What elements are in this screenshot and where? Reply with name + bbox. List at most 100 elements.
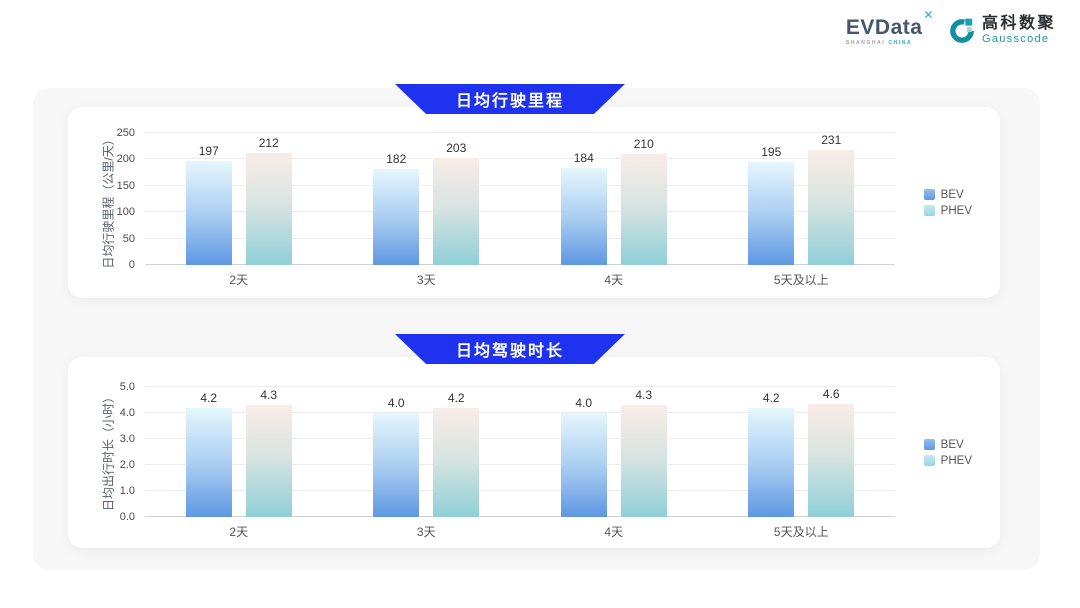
bar-value-label: 4.3: [635, 388, 653, 403]
gausscode-cn-name: 高科数聚: [981, 15, 1056, 33]
y-axis-label: 日均出行时长（小时）: [101, 390, 116, 512]
bar-bev: [185, 407, 232, 517]
evdata-x-icon: ✕: [923, 8, 934, 22]
bar-groups: 4.2 4.3 4.0 4.2 4.0 4.3 4.2 4.6: [145, 387, 895, 517]
chart-card-duration: 日均出行时长（小时） 0.0 1.0 2.0 3.0 4.0 5.0 4.2 4.3 4.0 4.…: [68, 357, 1000, 548]
bar-wrap: 4.3: [245, 387, 292, 517]
x-category-label: 3天: [416, 525, 436, 539]
bar-value-label: 195: [761, 145, 782, 160]
bar-wrap: 231: [808, 133, 855, 265]
evdata-logo: EVData✕ SHANGHAI CHINA: [845, 9, 934, 46]
chart-card-mileage: 日均行驶里程（公里/天） 0 50 100 150 200 250 197 212 182 203…: [68, 107, 1000, 298]
bar-phev: [808, 404, 855, 517]
bar-value-label: 203: [446, 140, 467, 155]
x-category-label: 2天: [229, 273, 249, 287]
x-category-label: 5天及以上: [773, 525, 829, 539]
bar-wrap: 4.2: [185, 387, 232, 517]
bar-phev: [245, 405, 292, 517]
chart-title-mileage: 日均行驶里程: [455, 93, 564, 110]
gridline: [145, 264, 895, 265]
gridline: [145, 132, 895, 133]
x-category-label: 4天: [604, 525, 624, 539]
gausscode-logo: 高科数聚 Gausscode: [948, 16, 1056, 45]
bar-phev: [620, 405, 667, 517]
bar-value-label: 197: [198, 143, 219, 158]
y-tick-label: 250: [116, 127, 135, 139]
bar-bev: [373, 413, 420, 517]
bar-group: 4.0 4.3: [520, 387, 708, 517]
bar-group: 4.2 4.6: [708, 387, 896, 517]
bar-group: 4.0 4.2: [333, 387, 521, 517]
legend-swatch-phev: [923, 205, 935, 216]
gausscode-g-icon: [950, 18, 974, 43]
bar-value-label: 212: [258, 136, 279, 151]
y-tick-label: 0: [128, 259, 135, 271]
y-tick-label: 200: [116, 153, 135, 166]
bar-bev: [185, 160, 232, 265]
bar-value-label: 231: [821, 133, 842, 147]
gridline: [145, 490, 895, 491]
bar-wrap: 4.0: [560, 387, 607, 517]
legend-item-phev: PHEV: [923, 205, 972, 217]
report-panel: 日均行驶里程 日均行驶里程（公里/天） 0 50 100 150 200 250 197 21…: [33, 84, 1040, 570]
gridline: [145, 412, 895, 413]
bar-wrap: 4.0: [373, 387, 420, 517]
x-category-label: 3天: [416, 273, 436, 287]
y-tick-label: 150: [116, 179, 135, 192]
bar-phev: [620, 154, 667, 265]
legend: BEV PHEV: [923, 438, 972, 467]
x-axis-labels: 2天 3天 4天 5天及以上: [145, 271, 895, 288]
bar-phev: [433, 407, 480, 517]
bar-wrap: 184: [560, 133, 607, 265]
gausscode-en-name: Gausscode: [981, 33, 1050, 46]
bar-wrap: 197: [185, 133, 232, 265]
bar-wrap: 182: [373, 133, 420, 265]
chart-title-banner-duration: 日均驾驶时长: [395, 334, 625, 364]
legend-swatch-bev: [923, 189, 935, 200]
evdata-subtext-shanghai: SHANGHAI: [845, 40, 886, 46]
y-tick-label: 100: [116, 206, 135, 219]
x-category-label: 4天: [604, 273, 624, 287]
legend-item-bev: BEV: [923, 438, 972, 451]
gridline: [145, 237, 895, 239]
evdata-subtext-china: CHINA: [888, 40, 913, 46]
bar-value-label: 210: [633, 137, 654, 152]
gausscode-text: 高科数聚 Gausscode: [982, 16, 1056, 45]
bar-group: 195 231: [708, 133, 896, 265]
bar-bev: [560, 413, 607, 517]
gridline: [145, 386, 895, 387]
header-logos: EVData✕ SHANGHAI CHINA 高科数聚 Gausscode: [845, 9, 1056, 46]
bar-phev: [433, 157, 480, 265]
y-tick-label: 2.0: [119, 459, 135, 471]
bar-value-label: 182: [386, 151, 407, 166]
chart-title-banner-mileage: 日均行驶里程: [395, 84, 625, 114]
bar-value-label: 4.2: [447, 390, 465, 405]
gridline: [145, 516, 895, 517]
evdata-text: EVData: [845, 16, 923, 39]
y-tick-label: 1.0: [119, 485, 135, 497]
legend-swatch-phev: [923, 455, 935, 466]
gridline: [145, 464, 895, 465]
y-axis-label: 日均行驶里程（公里/天）: [101, 133, 116, 269]
bar-wrap: 210: [620, 133, 667, 265]
y-tick-label: 0.0: [119, 511, 135, 523]
bar-wrap: 4.2: [748, 387, 795, 517]
bar-wrap: 4.6: [808, 387, 855, 517]
bar-wrap: 4.2: [433, 387, 480, 517]
bar-phev: [245, 153, 292, 265]
legend-item-phev: PHEV: [923, 454, 972, 467]
bar-bev: [748, 407, 795, 517]
evdata-wordmark: EVData✕: [845, 9, 934, 39]
bar-group: 184 210: [520, 133, 708, 265]
bar-value-label: 4.2: [200, 390, 218, 405]
bar-value-label: 4.0: [387, 396, 405, 410]
bar-group: 4.2 4.3: [145, 387, 333, 517]
bar-value-label: 4.6: [822, 387, 840, 401]
bar-wrap: 203: [433, 133, 480, 265]
bar-group: 197 212: [145, 133, 333, 265]
bar-wrap: 195: [748, 133, 795, 265]
bar-bev: [373, 168, 420, 265]
legend-label: BEV: [940, 438, 964, 451]
legend-label: PHEV: [940, 454, 972, 467]
bar-phev: [808, 150, 855, 265]
